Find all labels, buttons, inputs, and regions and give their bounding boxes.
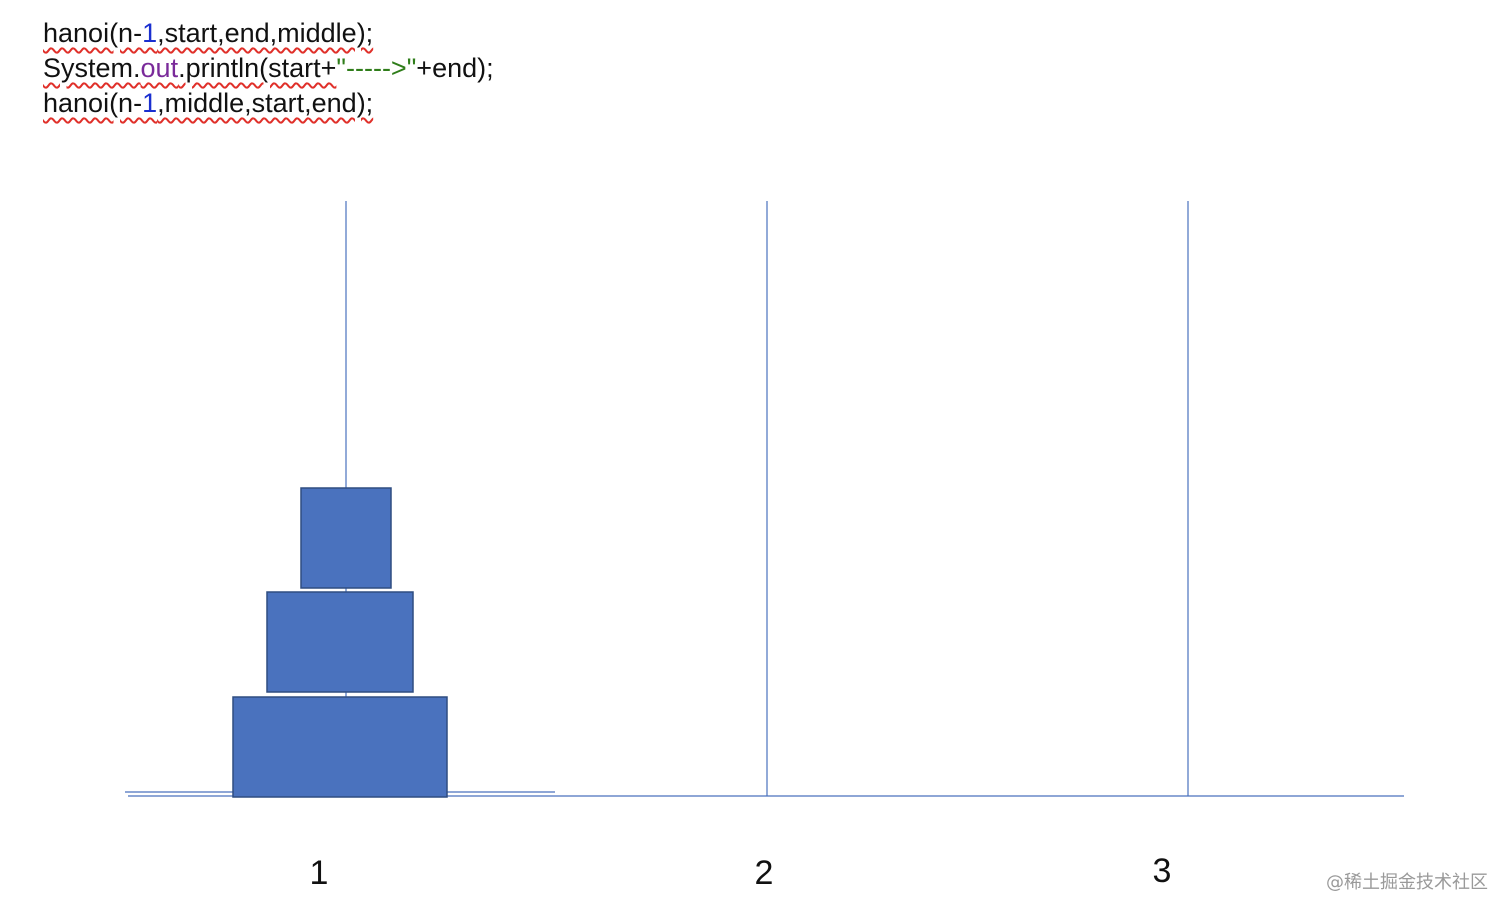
code-line: System.out.println(start+"----->"+end); — [43, 51, 494, 86]
code-text: +end); — [416, 53, 494, 83]
code-line: hanoi(n-1,middle,start,end); — [43, 86, 494, 121]
code-field: out — [140, 53, 179, 83]
code-block: hanoi(n-1,start,end,middle); System.out.… — [43, 16, 494, 121]
code-text: ,middle,start,end); — [157, 88, 374, 118]
code-line: hanoi(n-1,start,end,middle); — [43, 16, 494, 51]
disk — [266, 591, 414, 693]
pole-label: 3 — [1153, 852, 1172, 890]
code-string: "----->" — [336, 53, 417, 83]
code-number: 1 — [142, 88, 158, 118]
disk — [300, 487, 392, 589]
code-text: hanoi(n- — [43, 88, 143, 118]
code-text: ,start,end,middle); — [157, 18, 374, 48]
code-number: 1 — [142, 18, 158, 48]
pole-label: 1 — [310, 854, 329, 892]
watermark: @稀土掘金技术社区 — [1326, 872, 1488, 893]
code-text: System. — [43, 53, 141, 83]
pole-label: 2 — [755, 854, 774, 892]
disk — [232, 696, 448, 798]
code-text: hanoi(n- — [43, 18, 143, 48]
code-text: .println(start+ — [178, 53, 337, 83]
